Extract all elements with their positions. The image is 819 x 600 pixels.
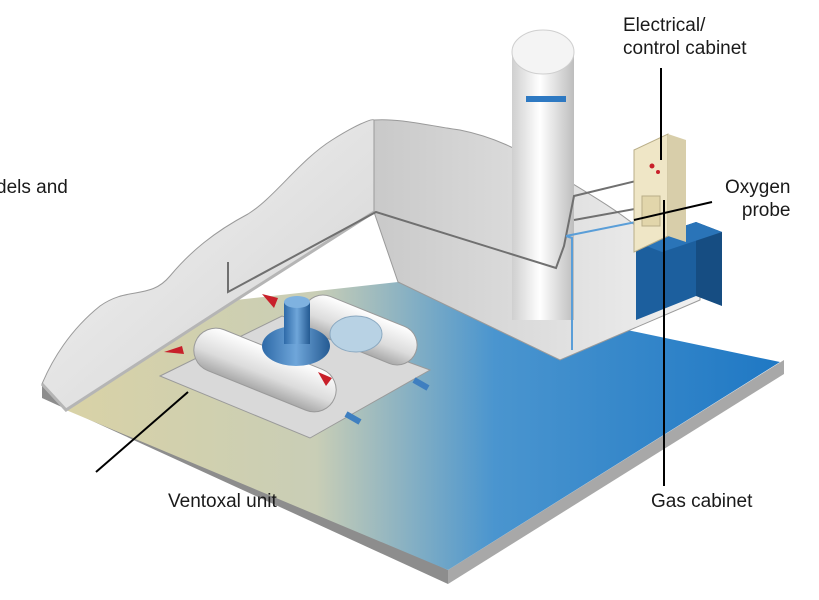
cabinet-indicator	[649, 163, 655, 169]
blue-outlet	[412, 377, 430, 391]
electrical-cabinet-label-line2: control cabinet	[623, 38, 747, 59]
oxygen-probe-label: Oxygen probe	[725, 176, 790, 222]
electrical-cabinet-label-line1: Electrical/	[623, 15, 706, 36]
electrical-cabinet-label: Electrical/ control cabinet	[623, 14, 747, 60]
left-wall	[41, 119, 375, 411]
gas-cabinet-label: Gas cabinet	[651, 491, 753, 512]
leader-oxygen	[633, 201, 713, 221]
blue-outlet	[344, 411, 362, 425]
electrical-cabinet-front	[633, 133, 669, 253]
red-valve	[164, 346, 184, 354]
pump-motor-top	[284, 296, 310, 308]
tank-logo	[526, 96, 566, 102]
red-valve	[318, 372, 332, 386]
pump-base	[262, 326, 330, 366]
red-valve	[262, 294, 278, 308]
oxygen-probe-label-line1: Oxygen	[725, 177, 791, 198]
slab-edge-right	[448, 360, 784, 584]
left-wall-rim	[40, 210, 375, 412]
gas-cabinet-side	[696, 222, 722, 306]
partial-caption: dels and	[0, 177, 68, 198]
cabinet-indicator	[656, 170, 660, 174]
storage-tank	[512, 52, 574, 320]
electrical-cabinet-side	[668, 134, 686, 242]
cabinet-panel	[641, 195, 661, 227]
leader-ventoxal	[95, 391, 189, 473]
pipe-blue	[565, 221, 637, 350]
ventoxal-filter	[329, 315, 383, 353]
pump-motor	[284, 302, 310, 344]
pipe-grey	[227, 179, 641, 294]
oxygen-probe-label-line2: probe	[741, 200, 791, 221]
storage-tank-top	[511, 29, 575, 75]
ventoxal-unit-label: Ventoxal unit	[168, 491, 277, 512]
